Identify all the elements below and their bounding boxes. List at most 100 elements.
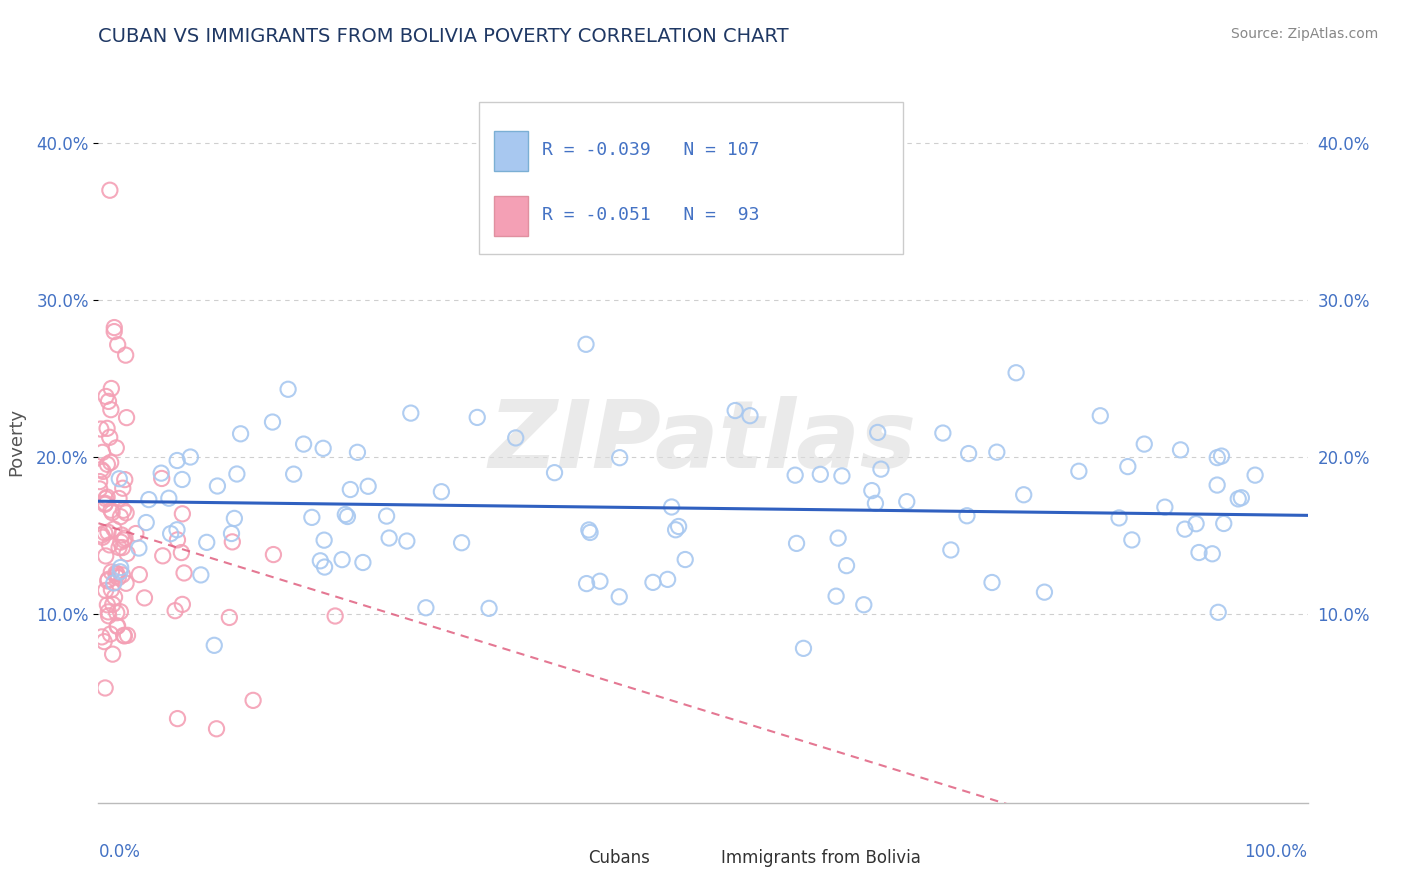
Point bbox=[94, 496, 117, 510]
Point bbox=[981, 575, 1004, 590]
Point bbox=[98, 538, 121, 552]
Point bbox=[103, 590, 125, 604]
Point bbox=[135, 516, 157, 530]
Point bbox=[111, 481, 134, 495]
Point bbox=[112, 533, 135, 548]
Point bbox=[738, 409, 761, 423]
Point bbox=[172, 473, 194, 487]
Point bbox=[336, 509, 359, 524]
Point bbox=[870, 462, 893, 476]
Point bbox=[205, 722, 228, 736]
Point bbox=[1012, 488, 1035, 502]
Point bbox=[330, 552, 353, 566]
Point bbox=[103, 320, 125, 334]
Point bbox=[110, 605, 132, 619]
Point bbox=[100, 382, 122, 396]
Point bbox=[1108, 511, 1130, 525]
Point bbox=[93, 634, 115, 648]
Point bbox=[152, 549, 174, 563]
Point bbox=[808, 467, 831, 482]
Point bbox=[115, 410, 138, 425]
Point bbox=[157, 491, 180, 506]
Point bbox=[578, 523, 600, 537]
Point bbox=[100, 565, 122, 579]
Point bbox=[172, 598, 194, 612]
Point bbox=[150, 466, 173, 480]
Point bbox=[90, 630, 112, 644]
Point bbox=[339, 483, 361, 497]
Point bbox=[150, 471, 173, 485]
Point bbox=[1188, 545, 1211, 559]
Point bbox=[1185, 516, 1208, 531]
Y-axis label: Poverty: Poverty bbox=[7, 408, 25, 475]
Point bbox=[346, 445, 368, 459]
Point bbox=[115, 576, 138, 591]
Point bbox=[229, 426, 252, 441]
Point bbox=[202, 638, 225, 652]
Point bbox=[98, 183, 121, 197]
Point bbox=[170, 545, 193, 559]
Point bbox=[100, 402, 122, 417]
Point bbox=[108, 565, 131, 579]
Point bbox=[105, 441, 128, 455]
Point bbox=[110, 560, 132, 574]
Point bbox=[831, 469, 853, 483]
Point bbox=[89, 482, 111, 496]
Point bbox=[179, 450, 201, 464]
Point bbox=[225, 467, 247, 481]
Point bbox=[125, 526, 148, 541]
Point bbox=[792, 641, 814, 656]
Point bbox=[110, 509, 132, 524]
Point bbox=[166, 712, 188, 726]
Point bbox=[1211, 449, 1233, 463]
Text: 0.0%: 0.0% bbox=[98, 843, 141, 861]
Point bbox=[657, 573, 679, 587]
Point bbox=[112, 503, 135, 517]
Point bbox=[1153, 500, 1175, 515]
Point bbox=[90, 462, 112, 476]
Point bbox=[1212, 516, 1234, 531]
Point bbox=[101, 598, 124, 612]
Point bbox=[825, 589, 848, 603]
Point bbox=[283, 467, 305, 482]
Point bbox=[97, 525, 120, 540]
Point bbox=[292, 437, 315, 451]
Point bbox=[173, 566, 195, 580]
Point bbox=[579, 525, 602, 540]
Point bbox=[1116, 459, 1139, 474]
Point bbox=[218, 610, 240, 624]
Point bbox=[94, 681, 117, 695]
Point bbox=[172, 507, 194, 521]
Point bbox=[1005, 366, 1028, 380]
Point bbox=[100, 503, 122, 517]
Point bbox=[97, 394, 120, 409]
Point bbox=[866, 425, 889, 440]
Point bbox=[1244, 468, 1267, 483]
Text: ZIPatlas: ZIPatlas bbox=[489, 395, 917, 488]
Point bbox=[852, 598, 875, 612]
Point bbox=[375, 509, 398, 524]
Point bbox=[96, 598, 118, 612]
Point bbox=[94, 389, 117, 403]
Point bbox=[986, 445, 1008, 459]
Point bbox=[98, 430, 121, 444]
Point bbox=[575, 576, 598, 591]
Point bbox=[323, 609, 346, 624]
Point bbox=[335, 508, 357, 522]
Point bbox=[108, 491, 131, 506]
Point bbox=[277, 382, 299, 396]
Point bbox=[465, 410, 488, 425]
Text: R = -0.039   N = 107: R = -0.039 N = 107 bbox=[543, 141, 759, 160]
FancyBboxPatch shape bbox=[479, 102, 903, 253]
Point bbox=[352, 556, 374, 570]
Point bbox=[673, 552, 696, 566]
Text: CUBAN VS IMMIGRANTS FROM BOLIVIA POVERTY CORRELATION CHART: CUBAN VS IMMIGRANTS FROM BOLIVIA POVERTY… bbox=[98, 27, 789, 45]
Point bbox=[1174, 522, 1197, 536]
Point bbox=[111, 567, 134, 582]
Point bbox=[314, 560, 336, 574]
Point bbox=[865, 496, 887, 510]
Point bbox=[159, 526, 181, 541]
Point bbox=[607, 590, 630, 604]
Point bbox=[166, 453, 188, 467]
Point bbox=[103, 325, 125, 339]
